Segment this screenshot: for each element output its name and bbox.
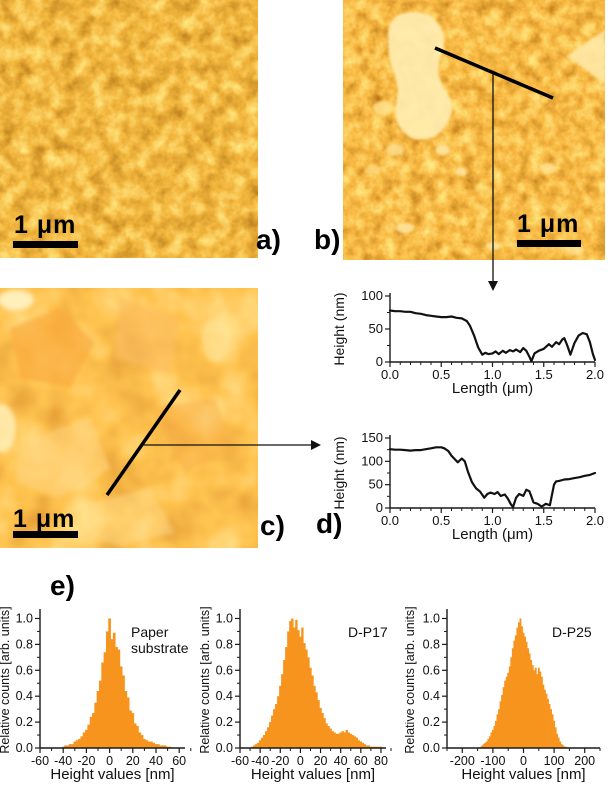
- svg-text:0.0: 0.0: [16, 741, 33, 755]
- svg-text:0.5: 0.5: [432, 513, 450, 528]
- svg-text:Relative counts [arb. units]: Relative counts [arb. units]: [405, 606, 417, 753]
- svg-text:Paper: Paper: [131, 624, 169, 640]
- afm-texture-a: [0, 0, 258, 258]
- svg-text:0: 0: [520, 754, 527, 768]
- svg-text:100: 100: [361, 453, 383, 468]
- svg-text:1.5: 1.5: [535, 367, 553, 382]
- svg-text:0.2: 0.2: [423, 715, 440, 729]
- svg-text:-200: -200: [450, 754, 475, 768]
- scale-bar-label: 1 μm: [14, 211, 77, 239]
- svg-text:0.4: 0.4: [16, 689, 33, 703]
- svg-text:Height values [nm]: Height values [nm]: [251, 766, 375, 783]
- svg-text:0.2: 0.2: [216, 715, 233, 729]
- svg-text:0.4: 0.4: [216, 689, 233, 703]
- svg-text:1.5: 1.5: [535, 513, 553, 528]
- svg-text:-40: -40: [54, 754, 72, 768]
- svg-text:0.0: 0.0: [381, 367, 399, 382]
- svg-text:0.0: 0.0: [216, 741, 233, 755]
- svg-text:-20: -20: [271, 754, 289, 768]
- svg-text:50: 50: [369, 321, 383, 336]
- svg-text:0: 0: [376, 354, 383, 369]
- svg-text:Length (μm): Length (μm): [452, 380, 533, 397]
- flakes-c: [0, 290, 235, 546]
- svg-text:80: 80: [374, 754, 388, 768]
- svg-text:0.4: 0.4: [423, 689, 440, 703]
- svg-text:Relative counts [arb. units]: Relative counts [arb. units]: [0, 606, 12, 753]
- scale-bar-label: 1 μm: [13, 505, 76, 533]
- histogram-d-p25: -200 -100 0 100 200 0.0 0.2 0.4 0.6 0.8 1.0 Height …: [405, 606, 601, 783]
- svg-text:-100: -100: [480, 754, 505, 768]
- svg-text:D-P25: D-P25: [552, 624, 592, 640]
- svg-text:20: 20: [314, 754, 328, 768]
- panel-label-d: d): [316, 508, 343, 539]
- svg-text:Length (μm): Length (μm): [452, 526, 533, 543]
- svg-text:1.0: 1.0: [483, 513, 501, 528]
- svg-text:-40: -40: [251, 754, 269, 768]
- svg-text:0.8: 0.8: [16, 637, 33, 651]
- svg-text:0: 0: [106, 754, 113, 768]
- svg-text:1.0: 1.0: [16, 611, 33, 625]
- svg-text:0.2: 0.2: [16, 715, 33, 729]
- svg-text:200: 200: [574, 754, 595, 768]
- afm-texture-b: [343, 0, 605, 260]
- svg-text:0.0: 0.0: [423, 741, 440, 755]
- bright-flakes-b: [365, 12, 605, 255]
- height-profile-chart-b: 0.0 0.5 1.0 1.5 2.0 0 50 100 Length (μm) Height (…: [331, 288, 604, 397]
- svg-text:-60: -60: [231, 754, 249, 768]
- svg-text:1.0: 1.0: [216, 611, 233, 625]
- scale-bar: [13, 531, 78, 538]
- svg-text:Height values [nm]: Height values [nm]: [50, 766, 174, 783]
- panel-label-c: c): [260, 510, 285, 541]
- svg-text:0.6: 0.6: [423, 663, 440, 677]
- svg-text:40: 40: [149, 754, 163, 768]
- svg-text:40: 40: [334, 754, 348, 768]
- svg-text:Height (nm): Height (nm): [331, 436, 347, 509]
- scale-bar-label: 1 μm: [517, 210, 580, 238]
- svg-text:0: 0: [297, 754, 304, 768]
- svg-text:1.0: 1.0: [423, 611, 440, 625]
- svg-text:1.0: 1.0: [483, 367, 501, 382]
- arrowhead-right-icon: [311, 440, 321, 450]
- svg-text:60: 60: [172, 754, 186, 768]
- afm-image-b: 1 μm: [343, 0, 605, 260]
- svg-text:Height (nm): Height (nm): [331, 292, 347, 365]
- svg-text:100: 100: [361, 288, 383, 303]
- histogram-d-p17: -60 -40 -20 0 20 40 60 80 0.0 0.2 0.4 0.6 0.8 1.0 Heig…: [200, 606, 392, 783]
- svg-text:0: 0: [376, 500, 383, 515]
- svg-text:Height values [nm]: Height values [nm]: [461, 766, 585, 783]
- afm-image-c: 1 μm: [0, 288, 258, 548]
- svg-text:0.8: 0.8: [423, 637, 440, 651]
- svg-text:-60: -60: [31, 754, 49, 768]
- histogram-paper-substrate: -60 -40 -20 0 20 40 60 0.0 0.2 0.4 0.6 0.8 1.0 Height…: [0, 606, 192, 783]
- scale-bar: [13, 241, 78, 248]
- svg-text:D-P17: D-P17: [348, 624, 388, 640]
- svg-text:0.8: 0.8: [216, 637, 233, 651]
- panel-label-a: a): [256, 224, 281, 255]
- scale-bar: [517, 240, 581, 247]
- svg-text:100: 100: [544, 754, 565, 768]
- svg-text:2.0: 2.0: [586, 367, 604, 382]
- panel-label-e: e): [50, 570, 75, 601]
- svg-text:60: 60: [354, 754, 368, 768]
- panel-label-b: b): [314, 224, 341, 255]
- svg-text:20: 20: [126, 754, 140, 768]
- svg-text:0.5: 0.5: [432, 367, 450, 382]
- svg-text:-20: -20: [77, 754, 95, 768]
- svg-text:Relative counts [arb. units]: Relative counts [arb. units]: [200, 606, 212, 753]
- height-profile-chart-d: 0.0 0.5 1.0 1.5 2.0 0 50 100 150 Length (μm) Heigh…: [331, 430, 604, 543]
- svg-text:0.0: 0.0: [381, 513, 399, 528]
- svg-text:substrate: substrate: [131, 640, 189, 656]
- svg-text:150: 150: [361, 430, 383, 445]
- svg-text:2.0: 2.0: [586, 513, 604, 528]
- svg-text:0.6: 0.6: [216, 663, 233, 677]
- svg-text:50: 50: [369, 477, 383, 492]
- afm-image-a: 1 μm: [0, 0, 258, 258]
- svg-text:0.6: 0.6: [16, 663, 33, 677]
